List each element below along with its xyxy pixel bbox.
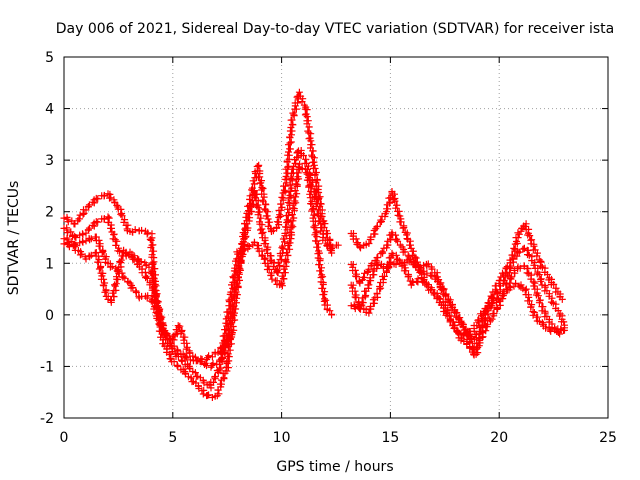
series-6-markers (347, 229, 568, 354)
data-marks (60, 88, 568, 401)
series-4 (60, 239, 238, 365)
y-tick-label: 0 (45, 308, 54, 324)
grid (64, 57, 608, 418)
series-8 (347, 259, 568, 339)
series-4-markers (60, 239, 238, 365)
y-axis-title: SDTVAR / TECUs (6, 181, 22, 296)
series-3-markers (60, 160, 336, 371)
x-tick-label: 10 (273, 430, 291, 446)
ticks: 0 5 10 15 20 25 -2 -1 0 1 2 3 4 5 (40, 50, 617, 446)
y-tick-label: -1 (40, 359, 54, 375)
series-3 (60, 160, 336, 371)
y-tick-label: 3 (45, 153, 54, 169)
y-tick-label: 4 (45, 102, 54, 118)
x-tick-label: 25 (599, 430, 617, 446)
series-6 (347, 229, 568, 354)
x-tick-label: 15 (381, 430, 399, 446)
x-tick-label: 20 (490, 430, 508, 446)
series-1 (60, 88, 342, 401)
x-tick-label: 0 (60, 430, 69, 446)
series-1-markers (60, 88, 342, 401)
series-8-markers (347, 259, 568, 339)
x-axis-title: GPS time / hours (276, 459, 393, 475)
x-tick-label: 5 (168, 430, 177, 446)
chart-title: Day 006 of 2021, Sidereal Day-to-day VTE… (56, 21, 614, 37)
plot-frame (63, 56, 609, 419)
y-tick-label: 1 (45, 256, 54, 272)
y-tick-label: 5 (45, 50, 54, 66)
y-tick-label: 2 (45, 205, 54, 221)
y-tick-label: -2 (40, 411, 54, 427)
